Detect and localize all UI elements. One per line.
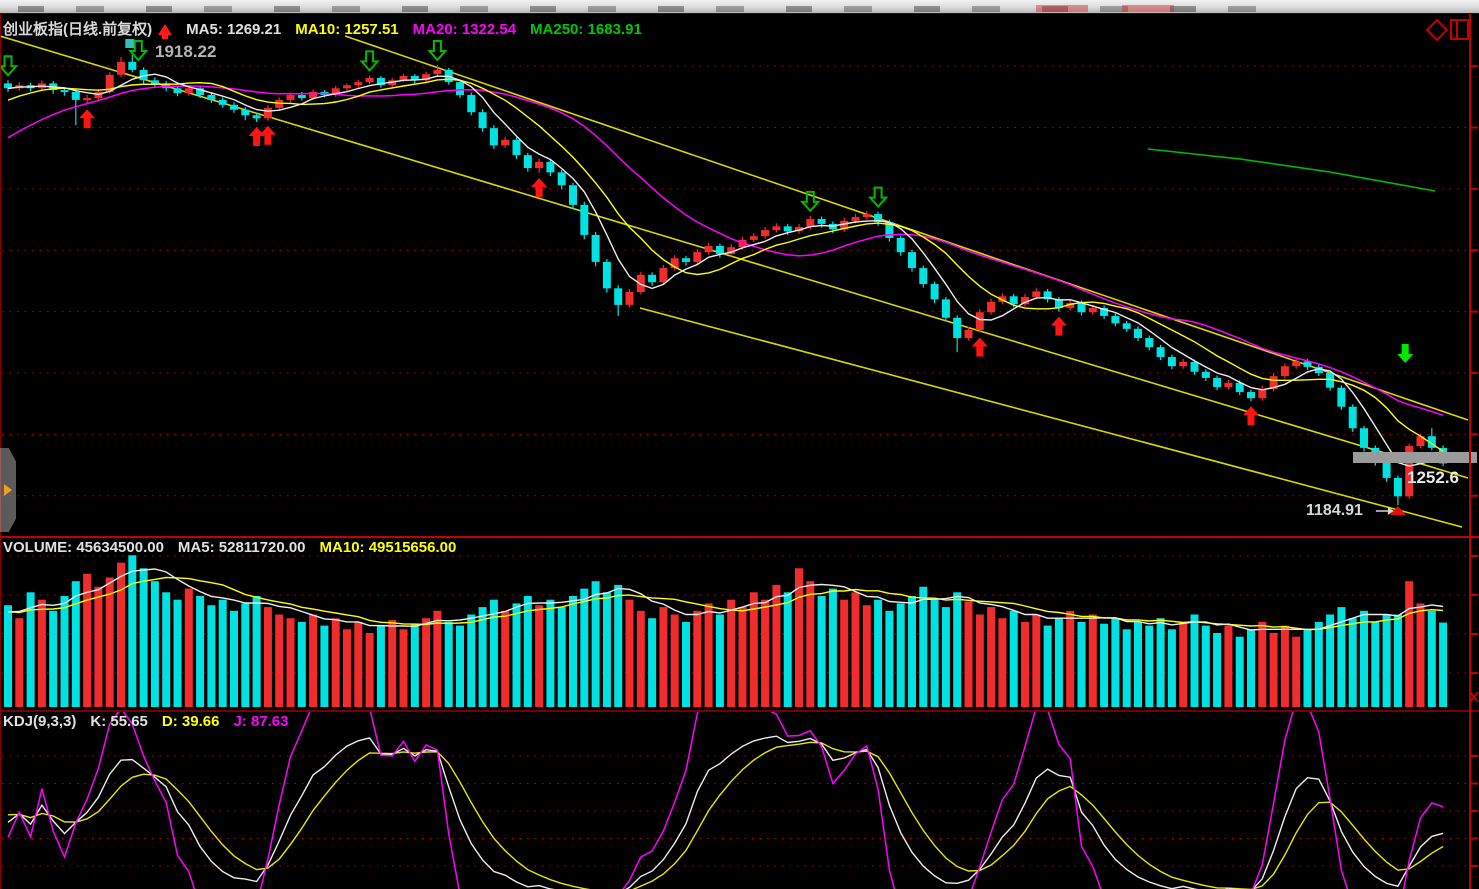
last-price-label: 1252.6 — [1407, 468, 1459, 487]
label-part: MA10: 49515656.00 — [319, 539, 457, 556]
label-part: MA250: 1683.91 — [530, 21, 642, 38]
up-arrow-icon — [158, 24, 173, 39]
menu-red-item[interactable] — [1036, 5, 1088, 12]
volume-header: VOLUME: 45634500.00 MA5: 52811720.00 MA10:… — [3, 539, 470, 556]
ma-value-labels: MA5: 1269.21 MA10: 1257.51 MA20: 1322.54 MA… — [186, 21, 656, 38]
pane-separator-volume-kdj — [0, 710, 1479, 712]
label-part: K: 55.65 — [90, 713, 148, 730]
frame-top-line — [0, 13, 1479, 14]
label-part: VOLUME: 45634500.00 — [3, 539, 164, 556]
marked-high-label: 1918.22 — [155, 42, 217, 61]
main-candlestick-chart[interactable] — [0, 14, 1479, 536]
label-part: MA20: 1322.54 — [412, 21, 517, 38]
label-part: KDJ(9,3,3) — [3, 713, 77, 730]
volume-pane-chart[interactable] — [0, 538, 1479, 710]
split-window-icon[interactable] — [1450, 19, 1469, 40]
main-chart-header: 创业板指(日线.前复权) MA5: 1269.21 MA10: 1257.51 MA2… — [3, 18, 670, 39]
marked-low-label: 1184.91 — [1306, 502, 1363, 519]
label-part: MA5: 52811720.00 — [177, 539, 306, 556]
expand-arrow-icon — [4, 484, 12, 496]
pane-separator-main-volume — [0, 536, 1479, 538]
price-axis-line — [1469, 14, 1471, 889]
menu-red-item-2[interactable] — [1122, 5, 1174, 12]
sidebar-slide-handle[interactable] — [0, 448, 16, 532]
label-part: MA10: 1257.51 — [295, 21, 399, 38]
menu-bar[interactable] — [0, 0, 1479, 14]
kdj-header: KDJ(9,3,3) K: 55.65 D: 39.66 J: 87.63 — [3, 713, 303, 730]
chart-title: 创业板指(日线.前复权) — [3, 21, 153, 38]
label-part: D: 39.66 — [161, 713, 220, 730]
kdj-pane-chart[interactable] — [0, 712, 1479, 889]
menu-items-cropped — [18, 6, 1279, 12]
label-part: J: 87.63 — [233, 713, 289, 730]
label-part: MA5: 1269.21 — [186, 21, 282, 38]
